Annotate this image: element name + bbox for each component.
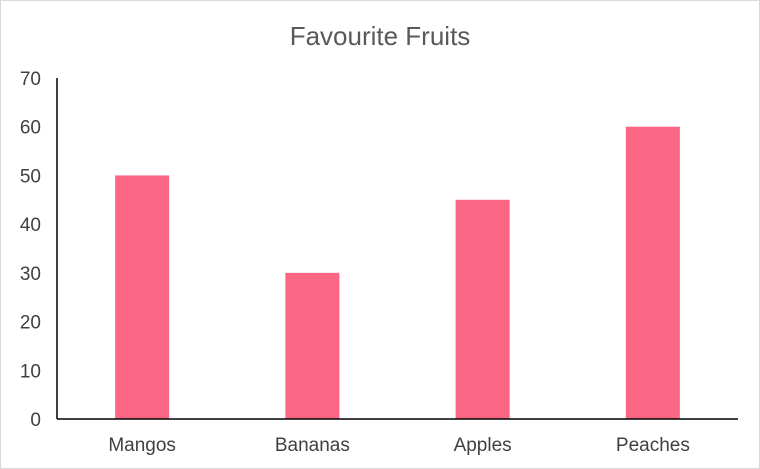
y-tick-label: 0 (30, 410, 41, 431)
bar-bananas (285, 272, 340, 419)
y-tick-label: 60 (20, 118, 41, 139)
x-axis-ticks: Mangos Bananas Apples Peaches (108, 435, 690, 456)
x-tick-label: Mangos (108, 435, 176, 456)
bar-mangos (115, 175, 170, 419)
y-axis-ticks: 0 10 20 30 40 50 60 70 (20, 69, 41, 431)
chart-title: Favourite Fruits (290, 21, 471, 51)
y-tick-label: 50 (20, 166, 41, 187)
y-tick-label: 20 (20, 313, 41, 334)
y-tick-label: 70 (20, 69, 41, 90)
bar-apples (455, 199, 510, 419)
x-tick-label: Peaches (616, 435, 690, 456)
bars (115, 126, 680, 419)
y-tick-label: 30 (20, 264, 41, 285)
x-tick-label: Apples (454, 435, 512, 456)
y-tick-label: 40 (20, 215, 41, 236)
x-tick-label: Bananas (275, 435, 350, 456)
y-tick-label: 10 (20, 361, 41, 382)
bar-peaches (625, 126, 680, 419)
